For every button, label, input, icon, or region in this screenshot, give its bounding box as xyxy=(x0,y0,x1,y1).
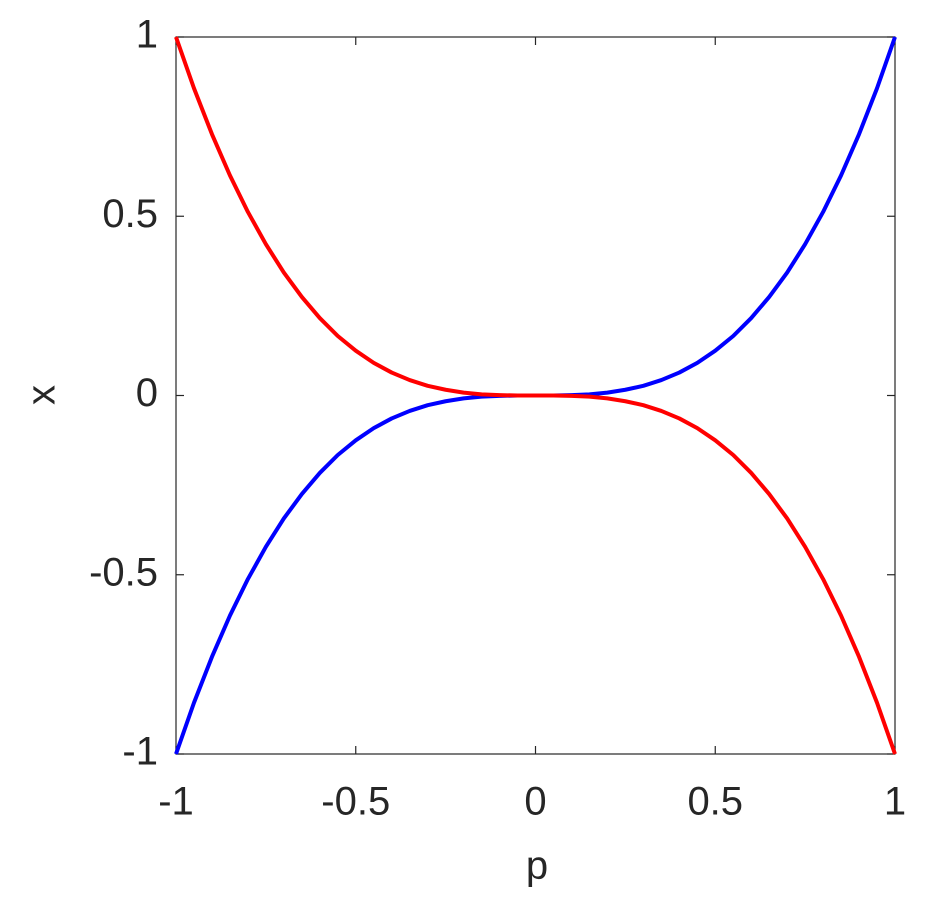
y-axis-label: x xyxy=(20,385,64,405)
y-tick-label: 0.5 xyxy=(102,192,158,236)
y-tick-label: -1 xyxy=(122,730,158,774)
x-tick-label: -1 xyxy=(158,780,194,824)
y-tick-label: -0.5 xyxy=(89,550,158,594)
y-tick-label: 0 xyxy=(136,371,158,415)
x-tick-label: -0.5 xyxy=(321,780,390,824)
y-tick-label: 1 xyxy=(136,13,158,57)
x-tick-label: 0.5 xyxy=(687,780,743,824)
series-line xyxy=(174,36,897,755)
x-axis-label: p xyxy=(526,844,548,888)
x-tick-label: 0 xyxy=(524,780,546,824)
x-tick-label: 1 xyxy=(884,780,906,824)
